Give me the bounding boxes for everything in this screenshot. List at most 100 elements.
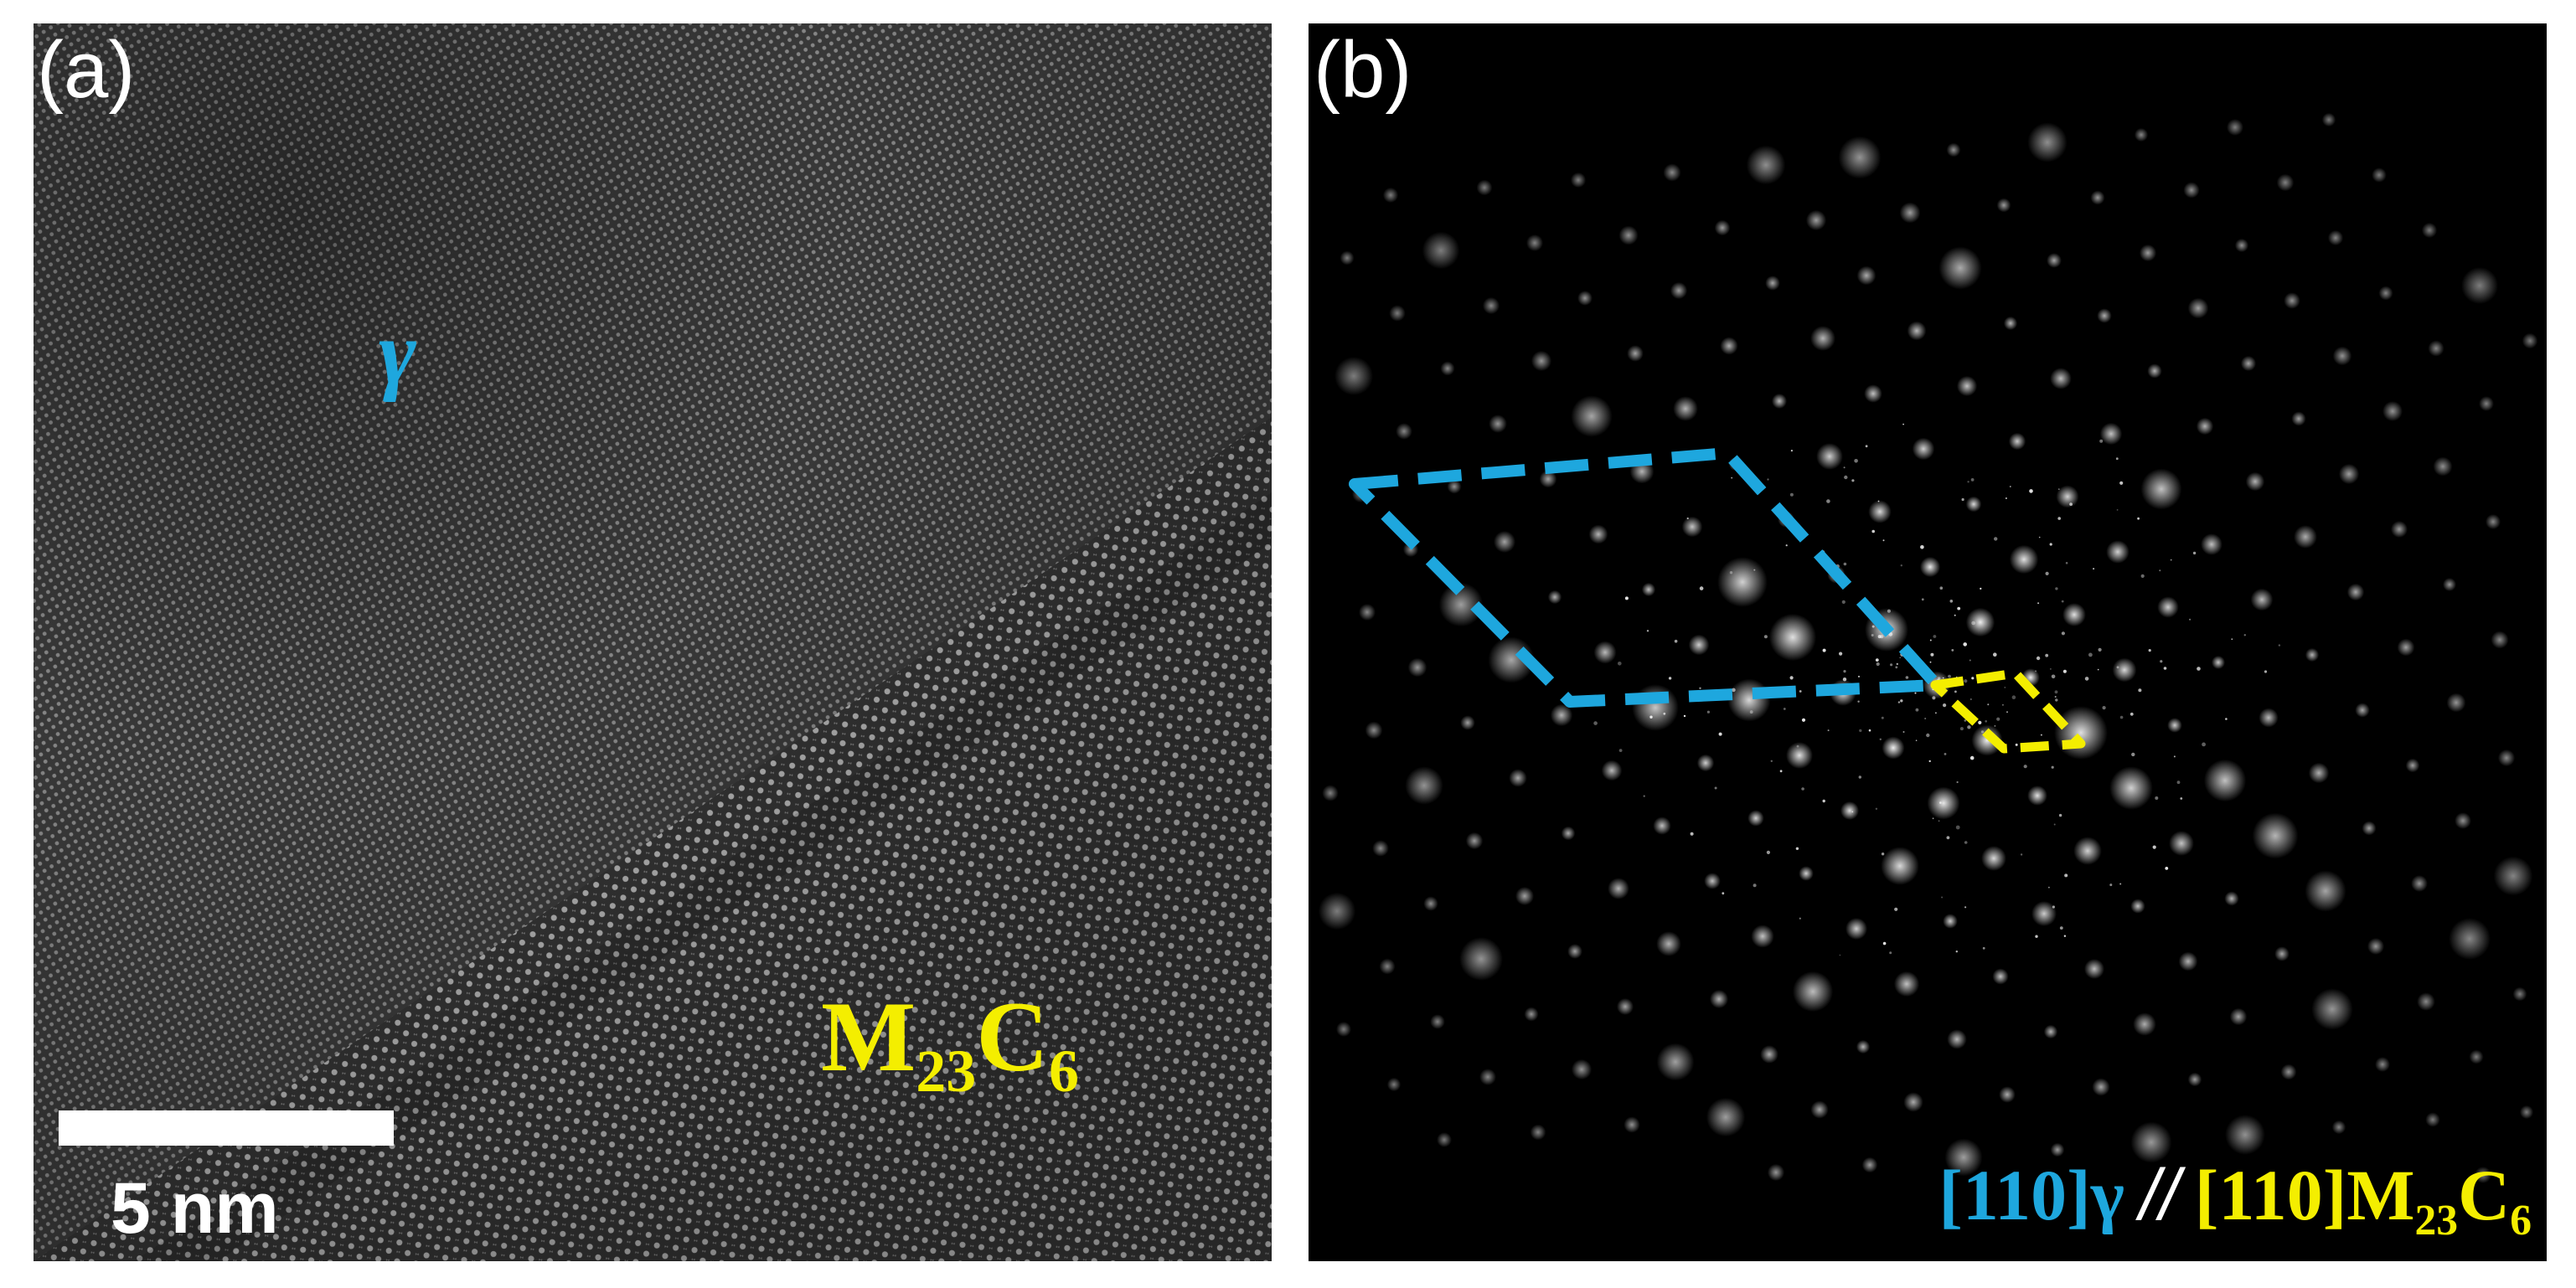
diffraction-spot — [1846, 918, 1867, 940]
diffuse-speckle — [2264, 670, 2268, 673]
diffuse-speckle — [2231, 638, 2233, 640]
diffuse-speckle — [1900, 699, 1903, 703]
diffuse-speckle — [1714, 786, 1717, 790]
diffraction-spot — [2133, 1012, 2156, 1036]
diffraction-spot — [2519, 1105, 2534, 1120]
diffraction-spot — [2397, 638, 2415, 657]
diffuse-speckle — [1955, 951, 1958, 953]
diffuse-speckle — [2225, 718, 2228, 720]
diffuse-speckle — [1881, 853, 1885, 856]
diffraction-spot — [1903, 1092, 1923, 1112]
diffraction-spot — [1515, 887, 1534, 905]
diffuse-speckle — [1938, 820, 1940, 822]
diffraction-spot — [1567, 944, 1582, 959]
diffuse-speckle — [1790, 450, 1793, 452]
diffraction-spot — [1617, 998, 1634, 1015]
diffuse-speckle — [2180, 797, 2183, 800]
diffuse-speckle — [1843, 670, 1846, 673]
diffuse-speckle — [1858, 775, 1861, 779]
diffuse-speckle — [2051, 674, 2056, 679]
diffuse-speckle — [1930, 652, 1934, 657]
diffuse-speckle — [2155, 796, 2159, 800]
hrtem-image-panel: (a) γ M23C6 5 nm — [34, 23, 1272, 1261]
diffraction-spot — [1965, 496, 1982, 513]
gamma-phase-label: γ — [379, 303, 416, 403]
diffuse-speckle — [1896, 662, 1898, 666]
diffuse-speckle — [1690, 832, 1694, 836]
diffuse-speckle — [1928, 760, 1931, 763]
diffraction-spot — [1746, 145, 1786, 185]
diffraction-spot — [1526, 234, 1543, 251]
diffuse-speckle — [1646, 630, 1649, 632]
diffuse-speckle — [1900, 564, 1902, 567]
diffraction-spot — [1593, 641, 1617, 664]
diffuse-speckle — [2051, 765, 2054, 769]
diffraction-spot — [2425, 1112, 2440, 1127]
diffuse-speckle — [1944, 753, 1947, 755]
diffraction-spot — [1919, 556, 1941, 578]
diffraction-spot — [1608, 878, 1629, 899]
diffuse-speckle — [2119, 883, 2122, 885]
diffuse-speckle — [2129, 712, 2134, 716]
diffraction-spot — [1641, 582, 1656, 597]
diffraction-spot — [1422, 231, 1460, 270]
diffuse-speckle — [2170, 559, 2172, 561]
diffuse-speckle — [2040, 734, 2042, 736]
panel-a-letter: (a) — [37, 25, 136, 115]
diffraction-spot — [1437, 1132, 1452, 1147]
diffraction-spot — [1465, 832, 1484, 850]
diffraction-spot — [2252, 812, 2299, 859]
diffuse-speckle — [2009, 486, 2011, 487]
diffuse-speckle — [1699, 687, 1701, 689]
diffuse-speckle — [2055, 587, 2058, 590]
diffraction-spot — [2112, 657, 2137, 683]
diffuse-speckle — [1905, 676, 1909, 679]
diffraction-spot — [2449, 918, 2491, 960]
diffuse-speckle — [1971, 677, 1975, 680]
diffuse-speckle — [2202, 742, 2206, 747]
diffraction-spot — [2050, 1142, 2065, 1157]
diffuse-speckle — [1914, 692, 1917, 694]
diffuse-speckle — [2138, 688, 2142, 693]
diffraction-spot — [1340, 250, 1355, 265]
diffraction-spot — [1530, 1124, 1546, 1141]
diffraction-spot — [1772, 394, 1787, 409]
diffraction-spot — [1438, 582, 1484, 627]
diffuse-speckle — [1844, 475, 1848, 480]
diffraction-spot — [2050, 368, 2072, 389]
diffuse-speckle — [1767, 478, 1769, 481]
diffraction-spot — [1407, 657, 1427, 677]
diffraction-spot — [2486, 514, 2501, 529]
diffraction-spot — [1624, 1116, 1640, 1133]
diffraction-spot — [1570, 172, 1587, 188]
diffraction-spot — [1681, 516, 1703, 538]
diffuse-speckle — [1970, 478, 1975, 482]
diffuse-speckle — [1593, 721, 1598, 725]
diffraction-spot — [1696, 754, 1715, 772]
diffuse-speckle — [2176, 781, 2181, 785]
diffuse-speckle — [1941, 896, 1944, 899]
diffraction-spot — [2391, 521, 2408, 538]
diffuse-speckle — [2004, 687, 2006, 688]
diffraction-spot — [1547, 590, 1562, 605]
diffuse-speckle — [1842, 677, 1847, 682]
diffraction-spot — [2203, 759, 2247, 802]
diffuse-speckle — [1868, 729, 1871, 732]
diffuse-speckle — [1980, 587, 1982, 590]
diffuse-speckle — [1843, 562, 1847, 566]
diffraction-spot — [1856, 1039, 1871, 1054]
diffraction-spot — [1992, 968, 2009, 985]
parallel-separator: // — [2140, 1155, 2180, 1236]
diffraction-spot — [2469, 1049, 2484, 1064]
diffraction-spot — [1571, 395, 1613, 437]
diffuse-speckle — [1706, 710, 1710, 714]
diffuse-speckle — [1959, 727, 1964, 731]
diffuse-speckle — [1618, 662, 1622, 666]
diffuse-speckle — [1876, 662, 1880, 667]
diffraction-spot — [2090, 190, 2105, 205]
diffraction-spot — [2346, 583, 2365, 601]
diffraction-spot — [1405, 766, 1443, 805]
diffraction-spot — [1927, 786, 1960, 820]
diffraction-spot — [2428, 340, 2444, 357]
diffuse-speckle — [1921, 598, 1924, 601]
